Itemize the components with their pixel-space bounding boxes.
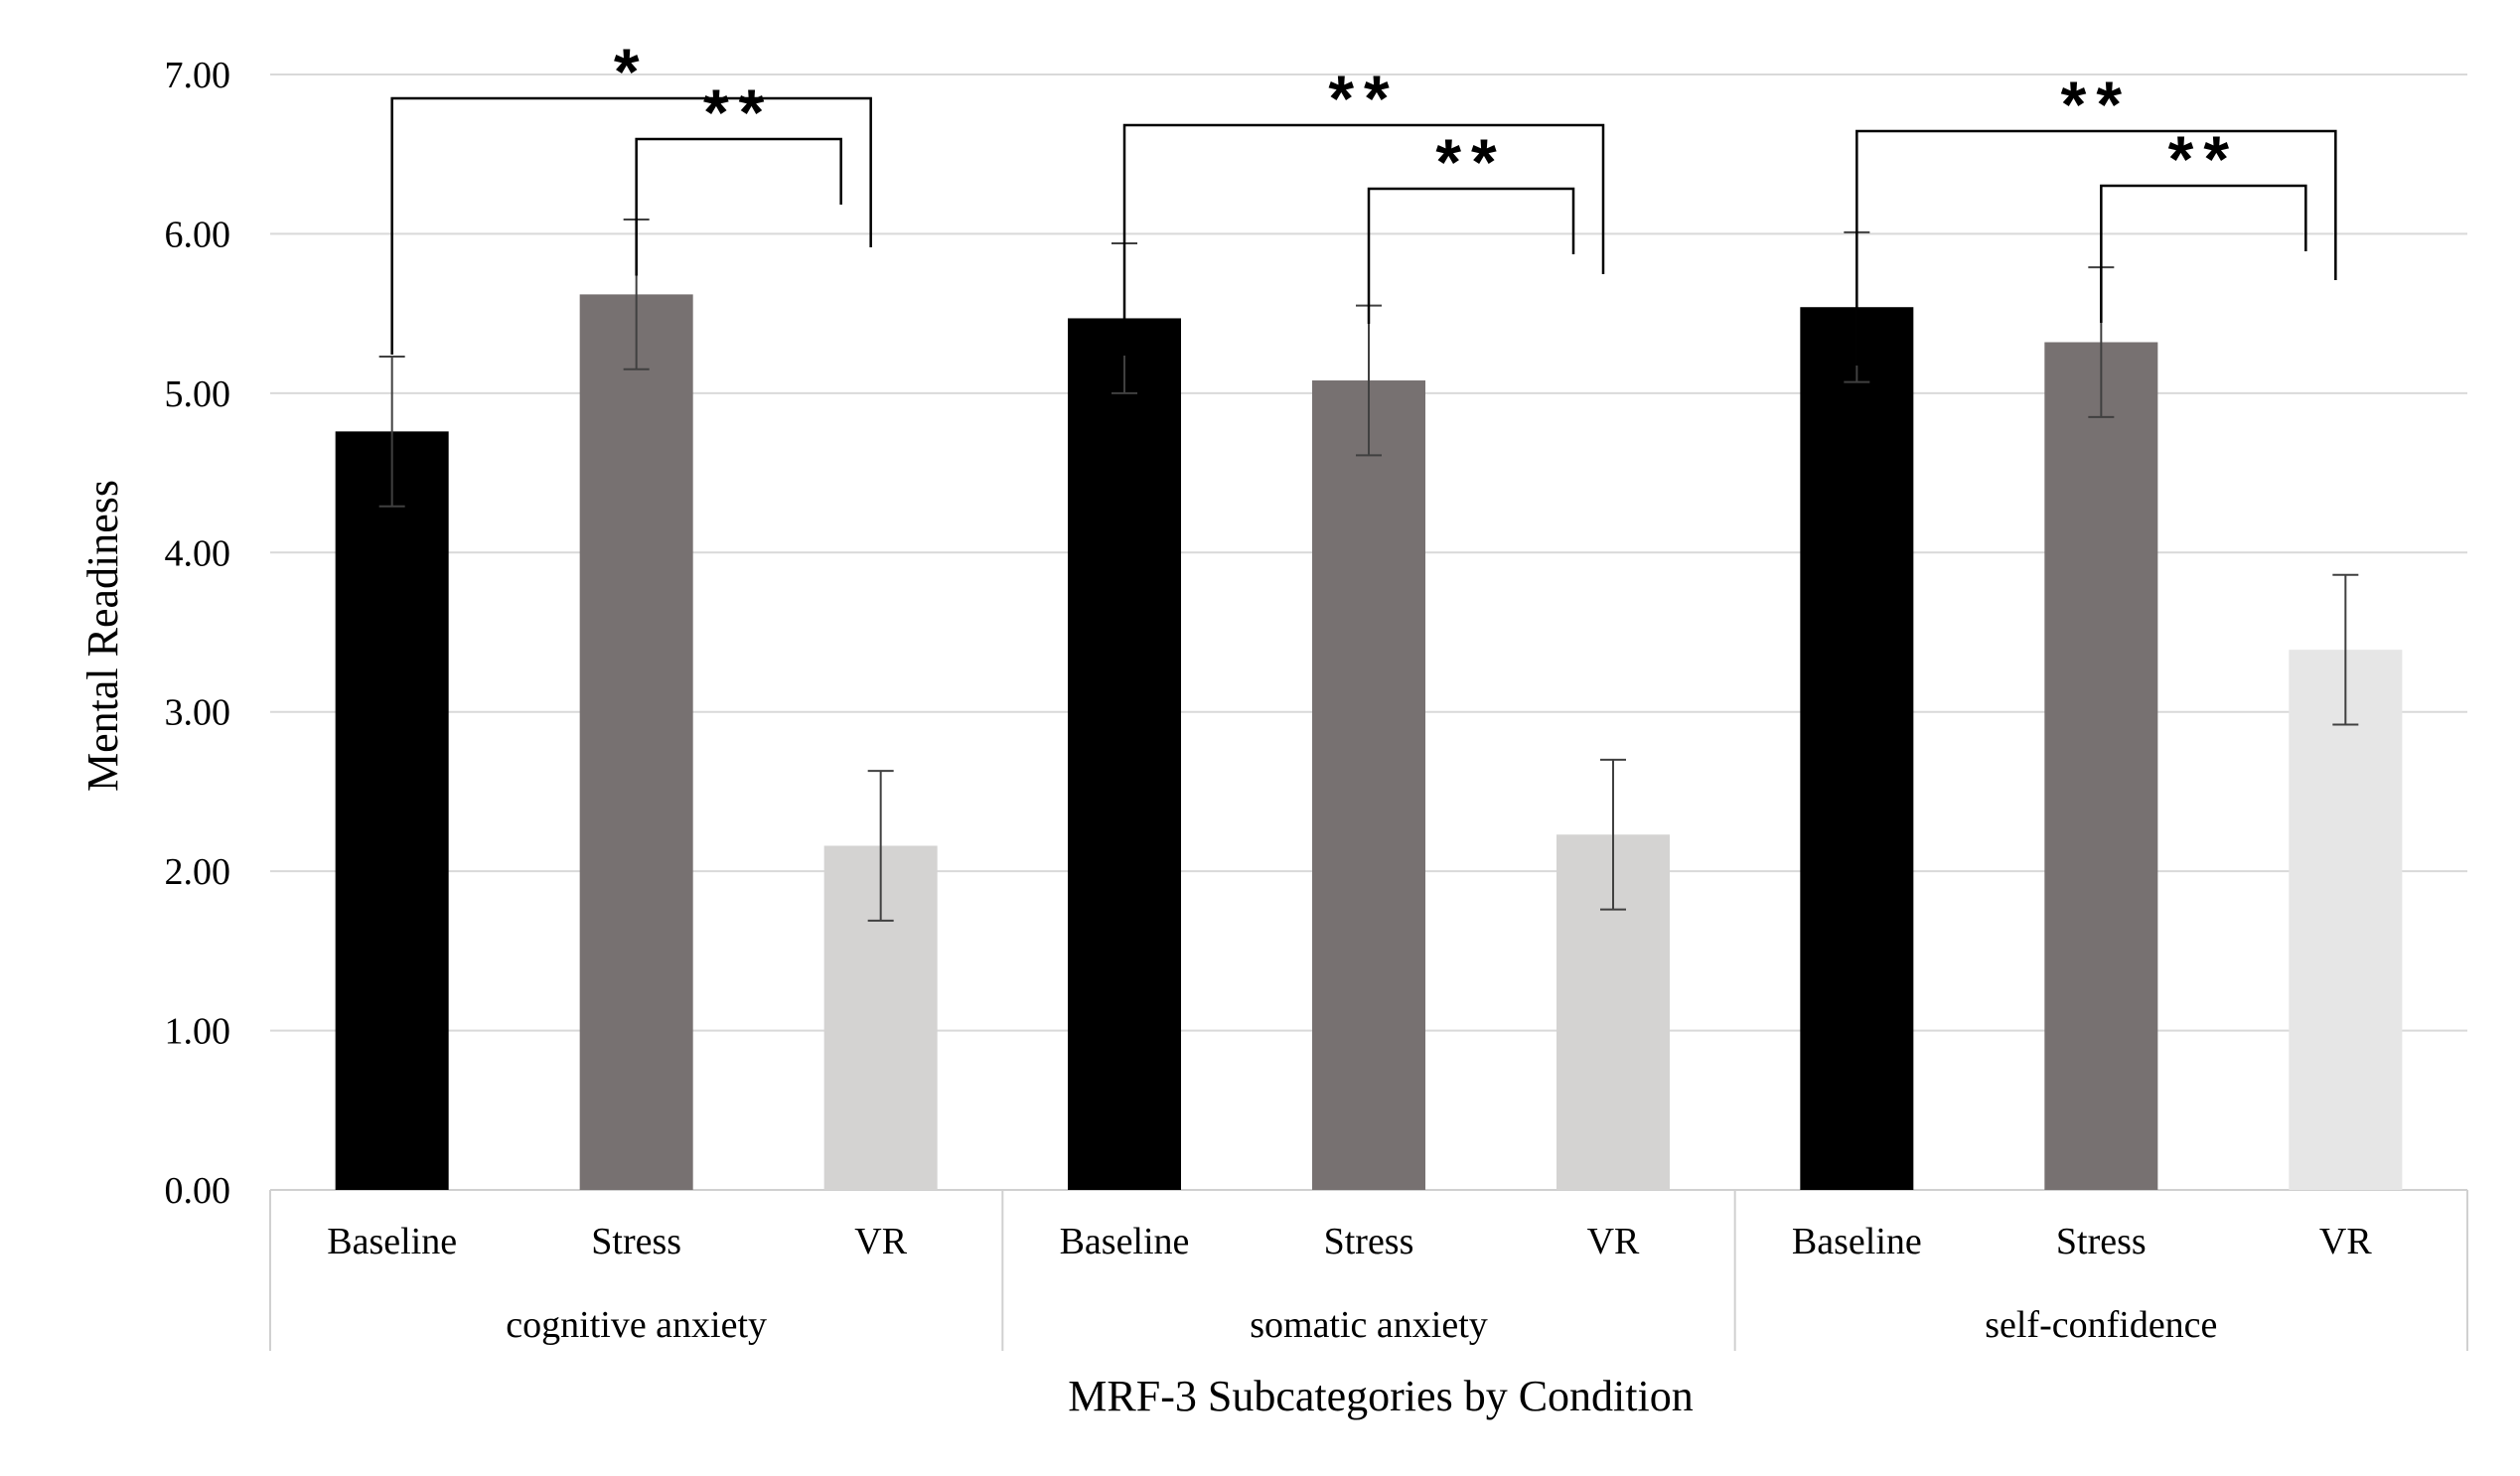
significance-bracket: [635, 137, 842, 276]
x-category-label: Stress: [591, 1221, 681, 1262]
significance-bracket: [390, 96, 872, 355]
x-category-label: Stress: [1324, 1221, 1414, 1262]
y-tick-label: 6.00: [165, 214, 231, 255]
bar-self-confidence-stress: [2044, 342, 2158, 1190]
y-tick-label: 3.00: [165, 692, 231, 734]
x-category-label: Stress: [2056, 1221, 2147, 1262]
significance-bracket: [2100, 184, 2307, 323]
significance-label: **: [2061, 68, 2132, 141]
y-axis-title: Mental Readiness: [78, 480, 127, 792]
x-category-label: Baseline: [1792, 1221, 1922, 1262]
x-category-label: VR: [2319, 1221, 2372, 1262]
significance-brackets: *** ********: [390, 35, 2337, 366]
x-category-label: VR: [1587, 1221, 1640, 1262]
y-tick-label: 7.00: [165, 55, 231, 96]
significance-bracket: [1122, 123, 1605, 356]
x-category-label: Baseline: [1060, 1221, 1190, 1262]
y-tick-label: 0.00: [165, 1170, 231, 1212]
x-group-label: self-confidence: [1985, 1304, 2217, 1346]
significance-bracket: [1855, 129, 2337, 366]
x-axis: Baseline Stress VR cognitive anxiety Baselin…: [269, 1190, 2468, 1351]
significance-label: **: [703, 75, 774, 149]
x-group-label: somatic anxiety: [1250, 1304, 1488, 1346]
bar-cognitive-anxiety-baseline: [335, 431, 449, 1190]
bars: [335, 294, 2403, 1191]
significance-label: **: [2168, 122, 2239, 196]
x-category-label: Baseline: [327, 1221, 457, 1262]
bar-somatic-anxiety-baseline: [1068, 318, 1181, 1191]
y-tick-label: 1.00: [165, 1011, 231, 1053]
y-tick-label: 4.00: [165, 532, 231, 574]
bar-somatic-anxiety-stress: [1312, 380, 1425, 1191]
x-axis-title: MRF-3 Subcategories by Condition: [1068, 1372, 1693, 1420]
y-axis-ticks: 0.00 1.00 2.00 3.00 4.00 5.00 6.00 7.00: [165, 55, 231, 1212]
y-tick-label: 5.00: [165, 373, 231, 415]
bar-cognitive-anxiety-stress: [579, 294, 693, 1190]
significance-label: **: [1435, 125, 1506, 199]
y-tick-label: 2.00: [165, 851, 231, 893]
significance-bracket: [1367, 187, 1575, 324]
significance-label: *: [614, 35, 650, 108]
bar-self-confidence-vr: [2289, 650, 2403, 1190]
x-group-label: cognitive anxiety: [506, 1304, 767, 1346]
significance-label: **: [1328, 62, 1399, 135]
x-category-label: VR: [854, 1221, 907, 1262]
bar-self-confidence-baseline: [1800, 307, 1914, 1190]
